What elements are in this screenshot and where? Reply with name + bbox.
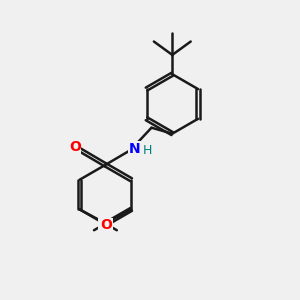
Text: O: O (99, 218, 111, 232)
Text: O: O (100, 218, 112, 232)
Text: H: H (143, 144, 153, 157)
Text: N: N (128, 142, 140, 155)
Text: O: O (69, 140, 81, 154)
